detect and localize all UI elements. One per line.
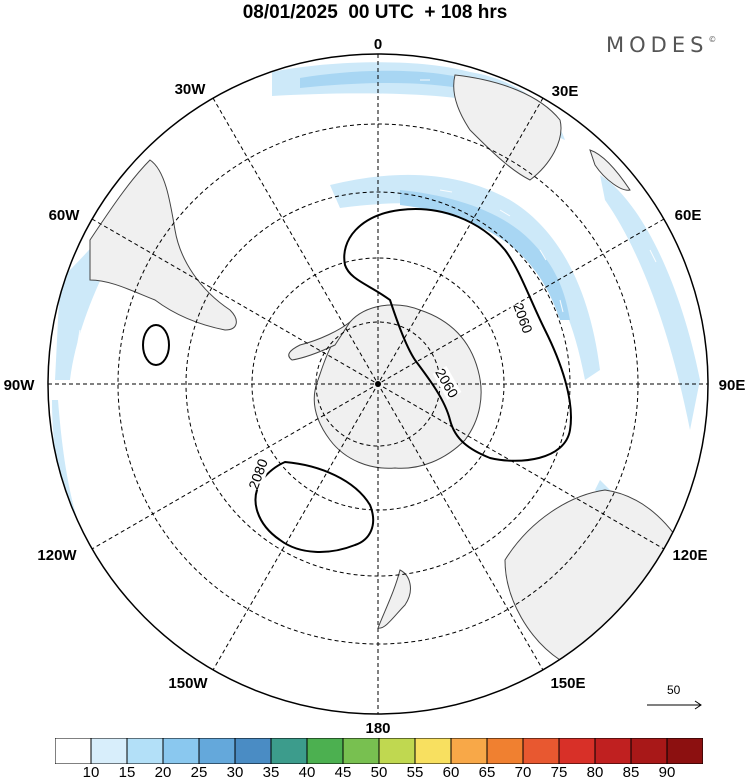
map-boundary xyxy=(47,53,709,715)
colorbar-swatch xyxy=(90,738,128,764)
colorbar-swatch xyxy=(198,738,236,764)
colorbar-tick-label: 45 xyxy=(334,764,352,781)
colorbar-tick-label: 65 xyxy=(478,764,496,781)
new-zealand xyxy=(377,569,411,629)
colorbar-swatch xyxy=(522,738,560,764)
colorbar-swatch xyxy=(55,738,92,764)
colorbar-tick-label: 90 xyxy=(658,764,676,781)
africa xyxy=(453,74,562,181)
madagascar xyxy=(589,149,631,191)
colorbar-swatch xyxy=(162,738,200,764)
colorbar-swatch xyxy=(486,738,524,764)
colorbar-tick-label: 35 xyxy=(262,764,280,781)
colorbar-swatch xyxy=(126,738,164,764)
south-pole-marker xyxy=(375,381,381,387)
antarctic-peninsula xyxy=(288,321,351,361)
lon-label-60w: 60W xyxy=(49,207,81,224)
lon-label-150w: 150W xyxy=(168,675,208,692)
colorbar-tick-label: 80 xyxy=(586,764,604,781)
contour-small-loop xyxy=(142,324,170,366)
australia xyxy=(504,489,691,667)
wind-core-jet xyxy=(400,190,570,320)
brand-name: MODES xyxy=(606,33,709,57)
colorbar-swatch xyxy=(342,738,380,764)
copyright-mark: © xyxy=(708,35,717,44)
wind-core-north xyxy=(300,70,470,90)
lon-label-30e: 30E xyxy=(552,83,579,100)
longitude-labels: 0 30E 60E 90E 120E 150E 180 150W 120W 90… xyxy=(4,36,746,737)
lon-label-30w: 30W xyxy=(175,81,207,98)
vector-reference: 50 xyxy=(645,683,707,718)
vector-reference-value: 50 xyxy=(667,683,681,697)
contour-2080 xyxy=(254,460,375,553)
lon-label-90w: 90W xyxy=(4,377,36,394)
map-title: 08/01/2025 00 UTC + 108 hrs xyxy=(242,2,508,23)
lon-label-120w: 120W xyxy=(37,547,77,564)
colorbar-swatch xyxy=(270,738,308,764)
wind-band-sw xyxy=(52,400,95,560)
contour-2060 xyxy=(343,208,572,462)
lon-label-150e: 150E xyxy=(550,675,585,692)
colorbar-tick-label: 50 xyxy=(370,764,388,781)
colorbar-tick-label: 20 xyxy=(154,764,172,781)
colorbar-tick-label: 30 xyxy=(226,764,244,781)
colorbar-tick-label: 25 xyxy=(190,764,208,781)
brand-logo: MODES© xyxy=(606,33,716,57)
contour-label-2060-east: 2060 xyxy=(510,301,536,336)
colorbar-swatch xyxy=(666,738,703,764)
wind-band-jet xyxy=(330,174,600,380)
colorbar-swatch xyxy=(306,738,344,764)
colorbar-tick-label: 70 xyxy=(514,764,532,781)
lon-label-90e: 90E xyxy=(719,377,746,394)
south-america xyxy=(89,159,237,331)
map-disk xyxy=(52,62,700,667)
colorbar-tick-label: 75 xyxy=(550,764,568,781)
colorbar-swatch xyxy=(630,738,668,764)
colorbar-tick-label: 15 xyxy=(118,764,136,781)
colorbar-tick-label: 40 xyxy=(298,764,316,781)
wind-vectors xyxy=(77,79,657,343)
colorbar-tick-label: 85 xyxy=(622,764,640,781)
vector-reference-arrow xyxy=(647,700,702,710)
lon-label-0: 0 xyxy=(374,36,382,53)
colorbar-tick-label: 60 xyxy=(442,764,460,781)
colorbar-swatch xyxy=(234,738,272,764)
colorbar-tick-label: 10 xyxy=(82,764,100,781)
colorbar-swatch xyxy=(450,738,488,764)
lon-label-180: 180 xyxy=(365,720,390,737)
landmasses xyxy=(89,74,691,667)
colorbar-swatch xyxy=(414,738,452,764)
colorbar-swatch xyxy=(378,738,416,764)
lon-label-60e: 60E xyxy=(675,207,702,224)
lon-label-120e: 120E xyxy=(672,547,707,564)
colorbar-swatch xyxy=(594,738,632,764)
colorbar-swatch xyxy=(558,738,596,764)
colorbar-tick-label: 55 xyxy=(406,764,424,781)
colorbar xyxy=(55,738,703,764)
colorbar-labels: 10 15 20 25 30 35 40 45 50 55 60 65 70 75 80 85 90 xyxy=(55,764,703,782)
wind-band-east xyxy=(600,175,700,430)
